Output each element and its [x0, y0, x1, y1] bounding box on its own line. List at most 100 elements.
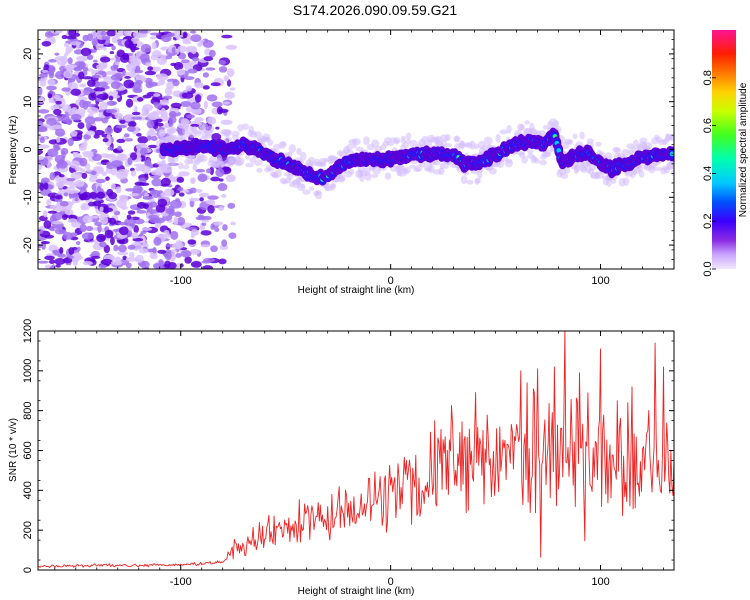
noise-speck	[229, 87, 236, 91]
ridge-halo	[256, 167, 263, 173]
noise-speck	[43, 210, 48, 218]
snr-y-label: SNR (10 * v/v)	[8, 418, 19, 482]
noise-speck	[125, 257, 138, 262]
y-tick-label: 1000	[22, 359, 34, 383]
ridge-halo	[267, 139, 274, 147]
noise-speck	[131, 111, 141, 116]
noise-speck	[127, 244, 136, 250]
noise-speck	[124, 138, 134, 142]
noise-speck	[183, 76, 195, 81]
noise-speck	[70, 130, 78, 137]
ridge-halo	[610, 178, 617, 184]
noise-speck	[85, 225, 94, 232]
noise-speck	[75, 108, 86, 115]
noise-speck	[44, 255, 55, 261]
noise-speck	[163, 230, 170, 235]
noise-speck	[149, 253, 158, 260]
noise-speck	[105, 176, 110, 181]
noise-speck	[46, 162, 52, 169]
ridge-halo	[409, 139, 418, 149]
ridge-halo	[653, 166, 663, 171]
noise-speck	[111, 45, 116, 51]
ridge-halo	[364, 173, 372, 181]
noise-speck	[101, 171, 107, 176]
noise-speck	[102, 138, 109, 143]
noise-speck	[218, 206, 225, 211]
ridge-halo	[206, 125, 215, 133]
noise-speck	[105, 153, 117, 159]
x-tick-label: -100	[170, 275, 192, 287]
noise-speck	[94, 80, 100, 89]
noise-speck	[70, 88, 82, 96]
noise-speck	[218, 258, 227, 265]
noise-speck	[167, 262, 177, 269]
ridge-halo	[254, 159, 263, 167]
ridge-halo	[481, 144, 489, 151]
noise-speck	[41, 69, 49, 73]
noise-speck	[133, 225, 139, 234]
noise-speck	[54, 56, 66, 61]
ridge-halo	[329, 183, 337, 188]
noise-speck	[211, 101, 223, 108]
noise-speck	[190, 123, 200, 128]
noise-speck	[138, 248, 149, 254]
noise-speck	[156, 73, 169, 81]
ridge-halo	[613, 147, 621, 154]
noise-speck	[136, 209, 147, 214]
noise-speck	[103, 207, 114, 213]
noise-speck	[99, 101, 108, 110]
ridge-halo	[241, 123, 250, 130]
noise-speck	[107, 146, 113, 151]
noise-speck	[74, 197, 79, 202]
noise-speck	[39, 182, 45, 191]
ridge-halo	[589, 164, 597, 171]
noise-speck	[181, 38, 192, 43]
noise-speck	[51, 36, 56, 42]
noise-speck	[67, 82, 79, 91]
ridge-halo	[542, 125, 548, 130]
noise-speck	[50, 30, 63, 34]
noise-speck	[152, 66, 161, 72]
noise-speck	[202, 72, 210, 78]
noise-speck	[140, 230, 147, 235]
noise-speck	[99, 241, 107, 248]
noise-speck	[151, 41, 157, 50]
noise-speck	[153, 93, 161, 97]
noise-speck	[177, 45, 188, 53]
noise-speck	[190, 229, 200, 236]
noise-speck	[172, 242, 184, 250]
noise-speck	[110, 168, 118, 176]
noise-speck	[44, 30, 54, 38]
noise-speck	[80, 168, 86, 173]
noise-speck	[205, 199, 216, 205]
noise-speck	[110, 183, 116, 190]
noise-speck	[47, 210, 58, 214]
noise-speck	[149, 36, 157, 40]
noise-speck	[132, 30, 141, 39]
noise-speck	[197, 42, 203, 47]
noise-speck	[97, 81, 108, 88]
noise-speck	[54, 228, 65, 235]
noise-speck	[119, 119, 126, 124]
colorbar-tick-label: 0.0	[702, 261, 714, 276]
noise-speck	[153, 102, 159, 106]
noise-speck	[40, 241, 50, 245]
noise-speck	[38, 96, 45, 104]
noise-speck	[147, 66, 154, 71]
ridge-halo	[346, 143, 353, 152]
noise-speck	[221, 193, 227, 199]
spectrogram-y-label: Frequency (Hz)	[8, 116, 19, 185]
noise-speck	[78, 144, 87, 151]
noise-speck	[148, 127, 155, 136]
noise-speck	[206, 168, 212, 174]
noise-speck	[125, 98, 134, 108]
noise-speck	[76, 55, 89, 62]
noise-speck	[157, 79, 166, 86]
noise-speck	[99, 215, 109, 225]
noise-speck	[177, 186, 184, 192]
noise-speck	[76, 246, 81, 252]
noise-speck	[86, 54, 94, 61]
noise-speck	[79, 99, 86, 109]
noise-speck	[55, 100, 62, 105]
noise-speck	[187, 239, 197, 245]
